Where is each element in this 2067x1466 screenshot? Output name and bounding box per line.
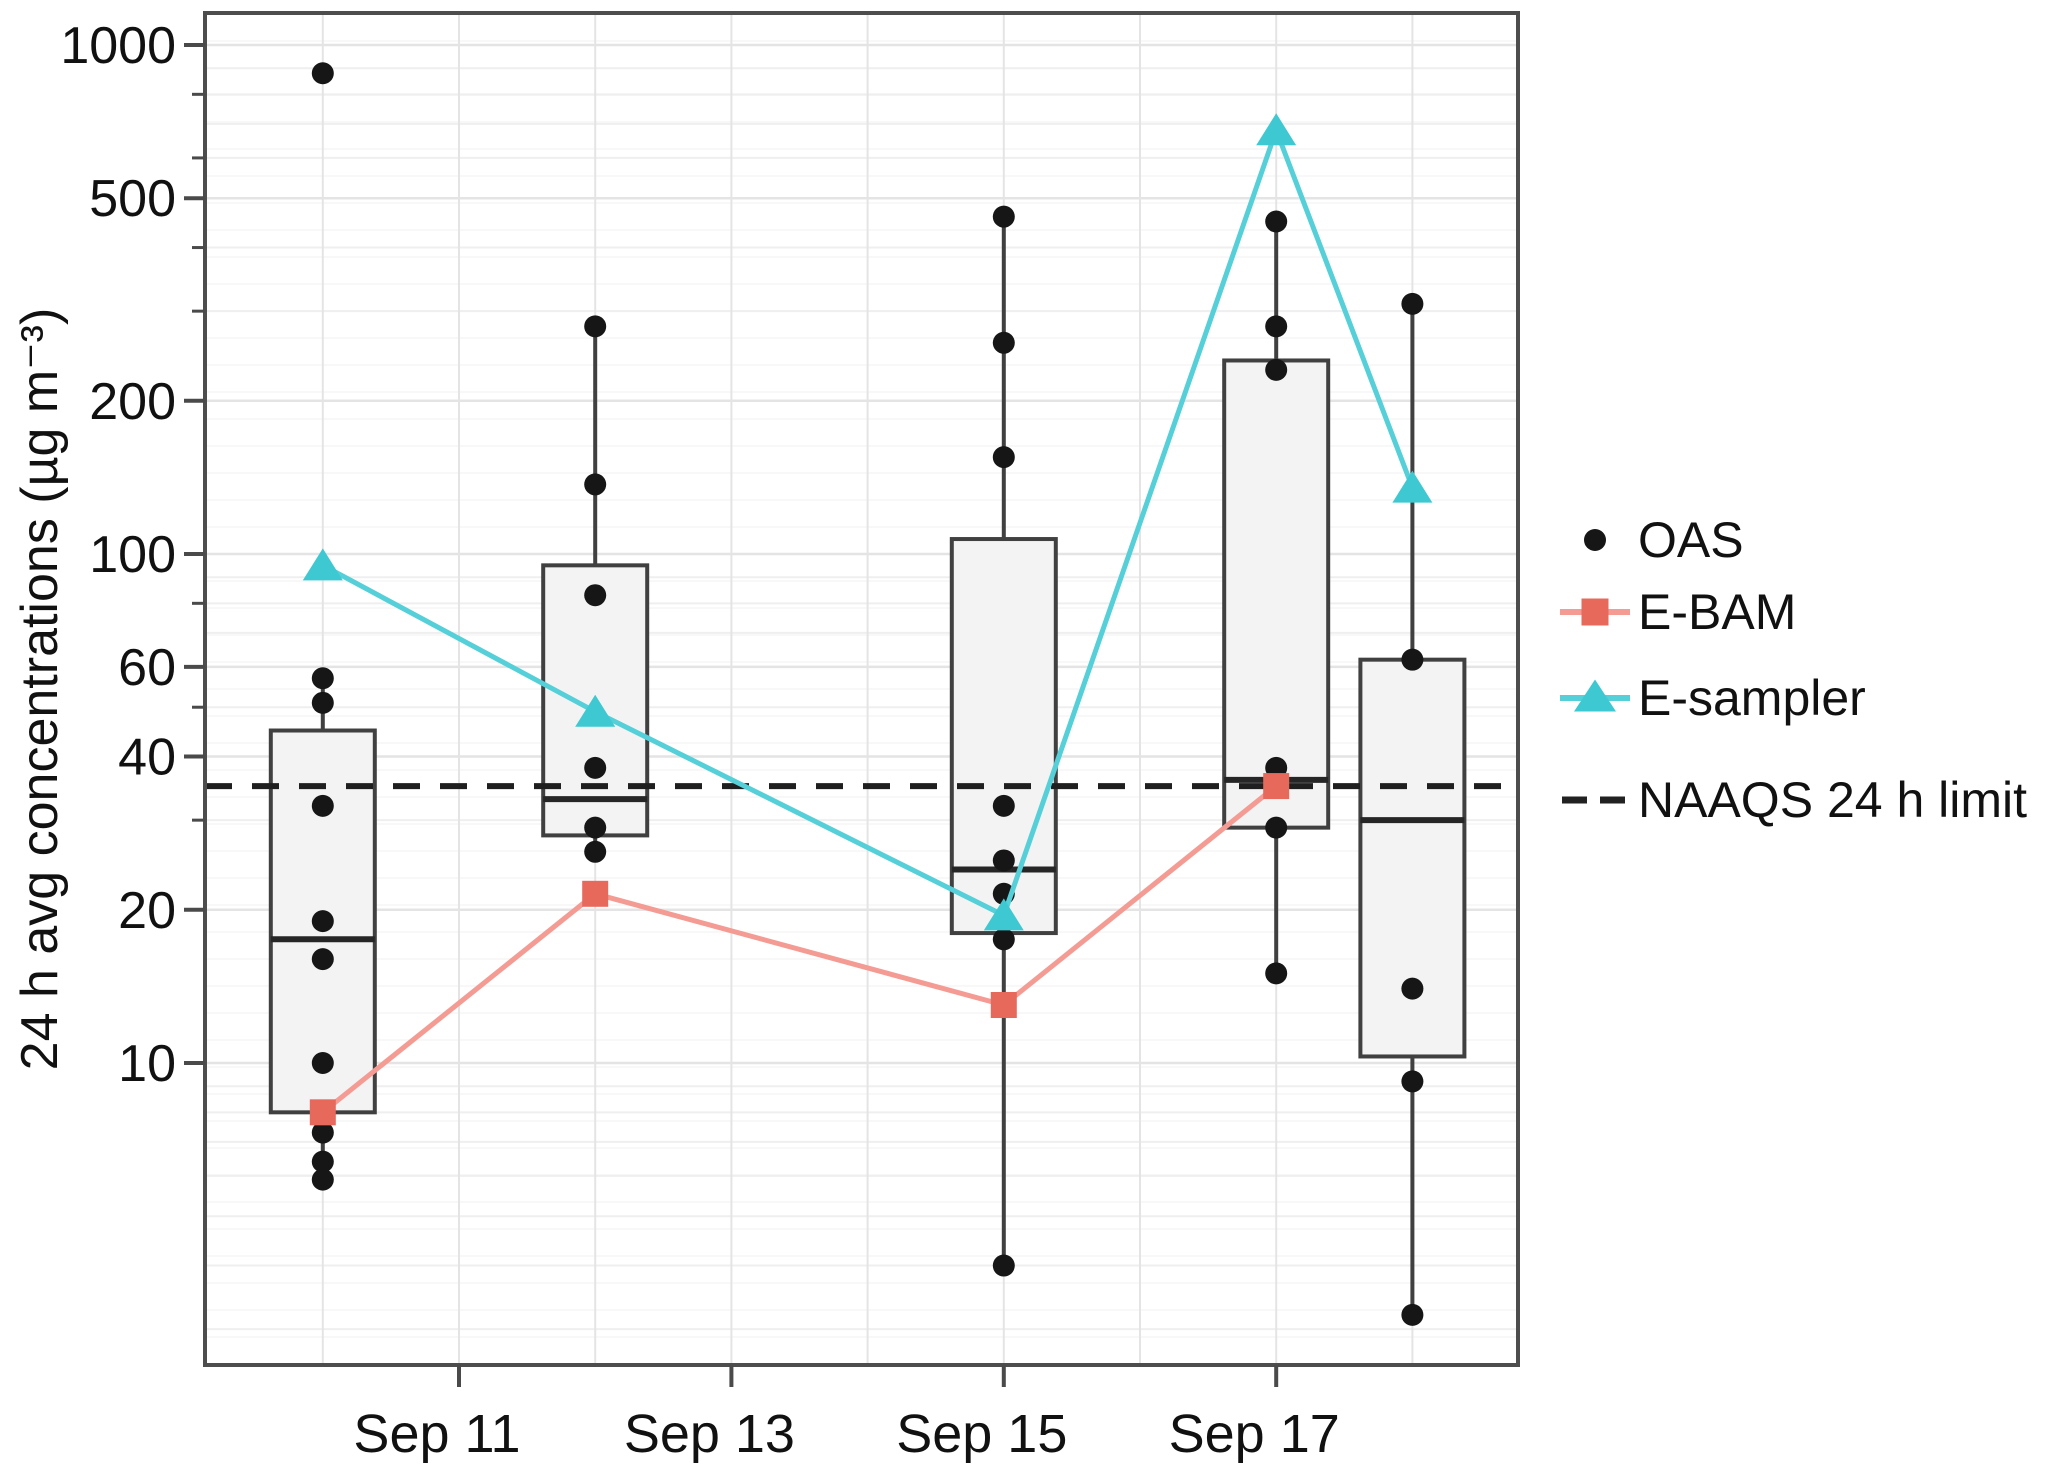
oas-point [1265,315,1288,338]
oas-point [311,1168,334,1191]
oas-point [584,584,607,607]
esampler-marker [983,898,1024,931]
oas-point [1401,292,1424,315]
esampler-marker [1392,470,1433,503]
oas-point [1401,977,1424,1000]
legend-label-ebam: E-BAM [1638,584,1797,640]
y-axis-title: 24 h avg concentrations (µg m⁻³) [11,307,69,1071]
y-tick-label: 200 [89,373,176,431]
series-e-sampler [302,113,1433,931]
legend-item-oas: OAS [1556,508,1744,572]
oas-point [1401,1070,1424,1093]
oas-point [311,794,334,817]
boxplot-sep-15 [949,216,1058,1266]
oas-point [992,794,1015,817]
x-tick-label: Sep 13 [624,1404,795,1464]
axes: 1000 500 200 100 60 40 20 10 Sep 11 Sep 13 Sep 15 S… [60,17,1339,1464]
ebam-square-icon [1556,580,1634,644]
boxplot-sep-18 [1358,303,1467,1315]
legend-item-esampler: E-sampler [1556,666,1866,730]
oas-point [1401,648,1424,671]
oas-point [992,849,1015,872]
y-tick-label: 40 [118,729,176,787]
legend-item-ebam: E-BAM [1556,580,1796,644]
oas-point [584,315,607,338]
plot-frame [203,11,1520,1367]
naaqs-dash-icon [1556,768,1634,832]
oas-point [584,840,607,863]
oas-point [311,691,334,714]
box-iqr [949,537,1058,936]
oas-point [1265,210,1288,233]
y-tick-label: 10 [118,1035,176,1093]
oas-point [584,816,607,839]
ebam-marker [582,880,609,907]
oas-point [992,1254,1015,1277]
oas-point [584,473,607,496]
ebam-marker [1263,773,1290,800]
oas-point [1401,1303,1424,1326]
series-line [321,784,1278,1115]
oas-point [992,331,1015,354]
ebam-marker [990,992,1017,1019]
oas-point [1265,962,1288,985]
oas-point [1265,358,1288,381]
oas-point [1265,816,1288,839]
legend-label-esampler: E-sampler [1638,670,1866,726]
legend-item-naaqs: NAAQS 24 h limit [1556,768,2027,832]
esampler-marker [1256,113,1297,146]
oas-point [311,948,334,971]
y-tick-label: 20 [118,882,176,940]
legend-label-oas: OAS [1638,512,1744,568]
oas-point [992,446,1015,469]
esampler-marker [302,548,343,581]
oas-point [311,1121,334,1144]
ebam-marker [309,1099,336,1126]
oas-point [584,756,607,779]
esampler-marker [575,694,616,727]
oas-point [992,205,1015,228]
series-e-bam [309,773,1290,1126]
y-tick-label: 500 [89,170,176,228]
x-tick-label: Sep 15 [896,1404,1067,1464]
oas-point [311,62,334,85]
oas-dot-icon [1556,508,1634,572]
x-tick-label: Sep 11 [353,1404,520,1464]
oas-point [992,928,1015,951]
y-tick-label: 60 [118,639,176,697]
boxplot-sep-17 [1222,221,1331,974]
oas-point [311,910,334,933]
oas-point [311,667,334,690]
frame [203,11,1520,1367]
y-tick-label: 1000 [60,17,176,75]
y-tick-label: 100 [89,526,176,584]
oas-point [311,1150,334,1173]
x-tick-label: Sep 17 [1169,1404,1340,1464]
oas-points [311,62,1424,1326]
legend-label-naaqs: NAAQS 24 h limit [1638,772,2028,828]
oas-point [311,1052,334,1074]
esampler-triangle-icon [1556,666,1634,730]
box-iqr [1222,358,1331,830]
